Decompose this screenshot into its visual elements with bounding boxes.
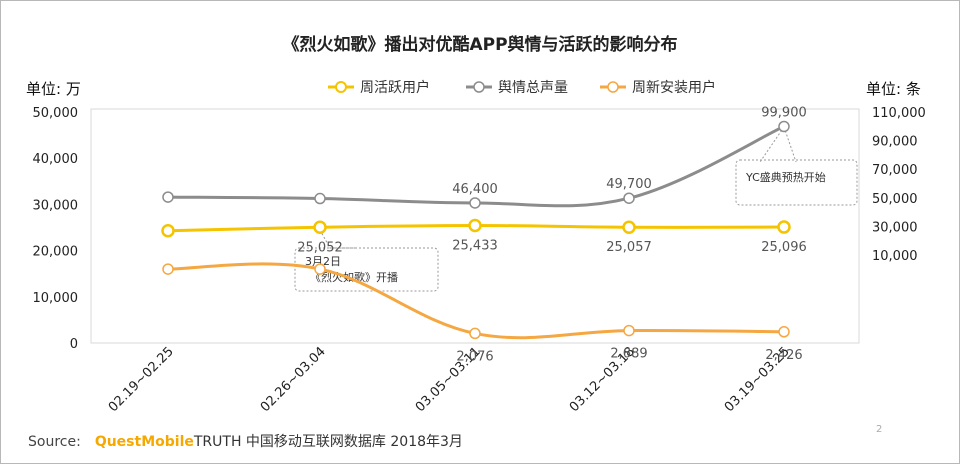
data-point	[162, 263, 174, 275]
y-right-tick-label: 90,000	[872, 135, 918, 150]
callout-box	[294, 247, 439, 292]
series-1: 46,400 49,700 99,900	[162, 105, 807, 209]
data-point	[623, 192, 635, 204]
series-2: 2,076 2,689 2,426	[162, 262, 803, 364]
data-label: 46,400	[452, 182, 498, 197]
data-label: 2,689	[610, 347, 647, 362]
y-left-tick-label: 50,000	[33, 106, 79, 121]
axes: 0 10,000 20,000 30,000 40,000 50,000 10,000 30,…	[33, 106, 926, 415]
series-0: 25,052 25,433 25,057 25,096	[161, 218, 807, 255]
legend-label-weekly-active: 周活跃用户	[360, 80, 430, 96]
data-label: 49,700	[606, 177, 652, 192]
data-point	[622, 220, 636, 234]
y-right-tick-label: 10,000	[872, 249, 918, 264]
chart-title: 《烈火如歌》播出对优酷APP舆情与活跃的影响分布	[282, 35, 678, 55]
data-label: 2,426	[765, 348, 802, 363]
series-line	[167, 262, 785, 340]
x-tick-label: 02.19~02.25	[106, 344, 177, 415]
right-axis-unit: 单位: 条	[866, 80, 921, 98]
data-label: 25,052	[297, 240, 343, 255]
data-label: 25,433	[452, 238, 498, 253]
data-point	[314, 192, 326, 205]
data-point	[469, 197, 481, 209]
data-point	[313, 220, 327, 235]
data-point	[161, 223, 175, 238]
data-label: 2,076	[456, 349, 493, 364]
legend-marker-new-installs	[600, 81, 626, 93]
legend-label-sentiment-volume: 舆情总声量	[498, 80, 568, 96]
source-line: Source: QuestMobileTRUTH 中国移动互联网数据库 2018年…	[28, 431, 463, 451]
data-point	[777, 220, 791, 234]
legend-item-new-installs: 周新安装用户	[600, 77, 716, 97]
legend-item-weekly-active: 周活跃用户	[328, 77, 430, 97]
y-right-tick-label: 30,000	[872, 220, 918, 235]
callout-pointer	[759, 126, 797, 163]
callout-box	[735, 159, 858, 206]
page-number: 2	[876, 424, 883, 435]
data-point	[778, 326, 790, 338]
y-left-tick-label: 10,000	[33, 291, 79, 306]
y-left-tick-label: 20,000	[33, 245, 79, 260]
data-label: 25,057	[606, 240, 652, 255]
data-label: 99,900	[761, 105, 807, 120]
y-right-tick-label: 110,000	[872, 106, 926, 121]
y-left-tick-label: 30,000	[33, 198, 79, 213]
data-point	[314, 263, 326, 275]
source-description: TRUTH 中国移动互联网数据库 2018年3月	[193, 434, 463, 450]
legend-marker-sentiment-volume	[466, 81, 492, 93]
source-label: Source:	[28, 434, 81, 450]
data-point	[469, 327, 481, 340]
callout-text: YC盛典预热开始	[745, 170, 826, 184]
brand-name: QuestMobile	[94, 434, 194, 450]
data-point	[162, 191, 174, 203]
data-point	[468, 218, 482, 233]
y-right-tick-label: 70,000	[872, 163, 918, 178]
data-point	[778, 120, 790, 133]
x-tick-label: 02.26~03.04	[258, 344, 329, 415]
legend-item-sentiment-volume: 舆情总声量	[466, 77, 568, 97]
y-right-tick-label: 50,000	[872, 192, 918, 207]
callout-text: 3月2日	[305, 255, 341, 268]
data-point	[623, 324, 635, 337]
data-label: 25,096	[761, 240, 807, 255]
y-left-tick-label: 0	[70, 337, 78, 352]
plot-area	[90, 108, 860, 344]
legend-marker-weekly-active	[328, 81, 354, 93]
series-layer: 25,052 25,433 25,057 25,096 46,400 49,700 99,9…	[161, 105, 807, 364]
legend-label-new-installs: 周新安装用户	[632, 80, 716, 96]
callout-pointer	[319, 229, 355, 249]
left-axis-unit: 单位: 万	[26, 80, 81, 98]
legend: 周活跃用户 舆情总声量 周新安装用户	[0, 77, 960, 99]
y-left-tick-label: 40,000	[33, 152, 79, 167]
